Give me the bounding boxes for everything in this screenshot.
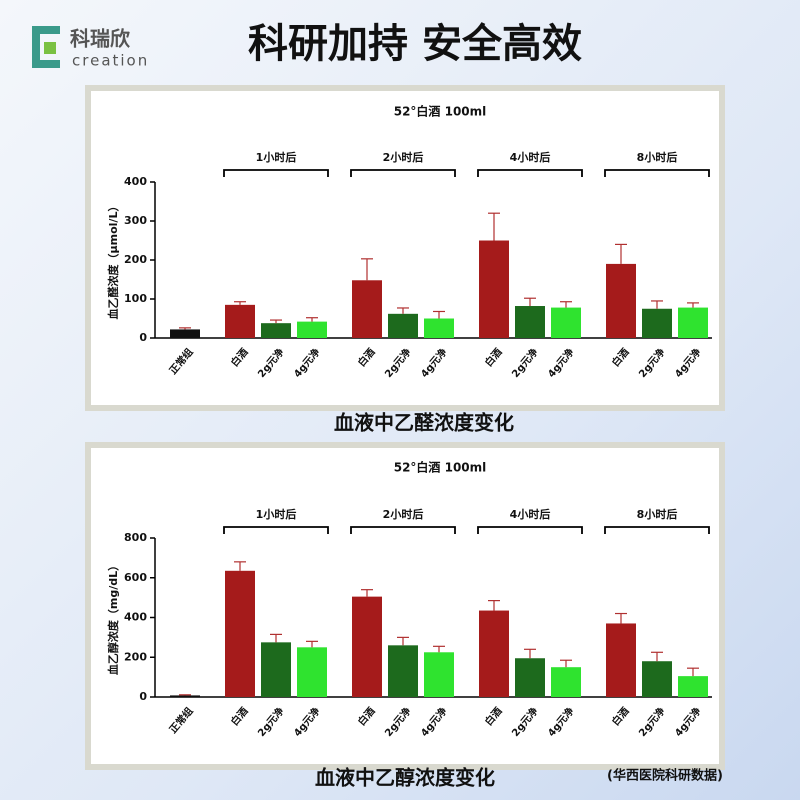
- chart-title: 52°白酒 100ml: [394, 460, 487, 475]
- bar: [606, 263, 636, 338]
- bar: [515, 658, 545, 697]
- bar: [388, 313, 418, 338]
- group-bracket: [223, 526, 329, 534]
- bar: [225, 570, 255, 697]
- bar: [424, 652, 454, 697]
- y-tick-label: 0: [139, 690, 147, 703]
- y-tick-label: 100: [124, 292, 147, 305]
- group-bracket: [223, 169, 329, 177]
- group-label: 4小时后: [510, 507, 551, 521]
- group-label: 2小时后: [383, 150, 424, 164]
- group-bracket: [350, 169, 456, 177]
- bar: [678, 676, 708, 697]
- y-axis-label: 血乙醇浓度（mg/dL）: [106, 560, 120, 675]
- caption: 血液中乙醛浓度变化: [334, 411, 514, 435]
- y-tick-label: 200: [124, 650, 147, 663]
- group-bracket: [477, 169, 583, 177]
- panel-frame: [85, 85, 725, 411]
- group-label: 1小时后: [256, 507, 297, 521]
- bar: [551, 667, 581, 697]
- bar: [388, 645, 418, 697]
- group-label: 4小时后: [510, 150, 551, 164]
- group-label: 2小时后: [383, 507, 424, 521]
- bar: [297, 647, 327, 697]
- y-tick-label: 0: [139, 331, 147, 344]
- bar: [606, 623, 636, 697]
- group-bracket: [477, 526, 583, 534]
- y-tick-label: 800: [124, 531, 147, 544]
- bar: [479, 240, 509, 338]
- bar: [642, 308, 672, 338]
- source: (华西医院科研数据): [607, 768, 723, 784]
- bar: [261, 323, 291, 338]
- brand-en: creation: [72, 52, 149, 70]
- y-tick-label: 200: [124, 253, 147, 266]
- chart-title: 52°白酒 100ml: [394, 104, 487, 119]
- bar: [515, 306, 545, 338]
- y-axis-label: 血乙醛浓度（μmol/L）: [106, 201, 120, 320]
- y-tick-label: 400: [124, 175, 147, 188]
- y-tick-label: 300: [124, 214, 147, 227]
- logo-icon: [32, 26, 60, 68]
- bar: [261, 642, 291, 697]
- group-label: 8小时后: [637, 507, 678, 521]
- brand: 科瑞欣: [70, 27, 130, 51]
- bar: [352, 280, 382, 338]
- y-tick-label: 400: [124, 611, 147, 624]
- group-bracket: [350, 526, 456, 534]
- caption: 血液中乙醇浓度变化: [315, 766, 495, 790]
- bar: [352, 596, 382, 697]
- group-bracket: [604, 169, 710, 177]
- bar: [551, 307, 581, 338]
- bar: [424, 318, 454, 338]
- bar: [297, 321, 327, 338]
- bar: [642, 661, 672, 697]
- group-bracket: [604, 526, 710, 534]
- panel-frame: [85, 442, 725, 770]
- group-label: 1小时后: [256, 150, 297, 164]
- y-tick-label: 600: [124, 571, 147, 584]
- bar: [678, 307, 708, 338]
- bar: [225, 304, 255, 338]
- page-title: 科研加持 安全高效: [248, 21, 582, 67]
- bar: [170, 695, 200, 697]
- bar: [170, 329, 200, 338]
- bar: [479, 610, 509, 697]
- group-label: 8小时后: [637, 150, 678, 164]
